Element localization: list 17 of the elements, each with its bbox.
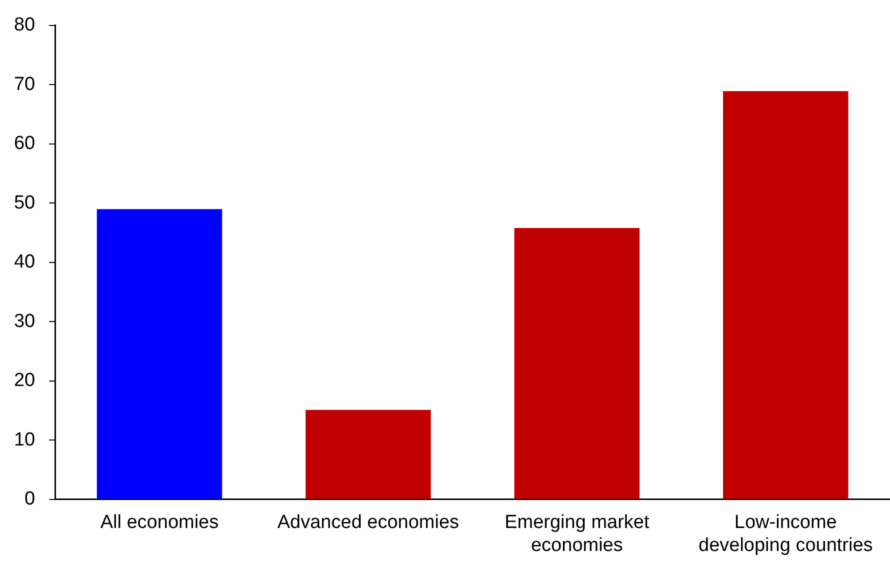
- y-tick-label: 20: [14, 370, 36, 392]
- y-tick-label: 30: [14, 310, 36, 332]
- y-tick-label: 50: [14, 192, 36, 214]
- y-tick-label: 10: [14, 429, 36, 450]
- bar: [514, 228, 640, 499]
- y-tick-label: 40: [14, 252, 36, 273]
- y-tick-label: 0: [24, 488, 36, 510]
- x-tick-label: Advanced economies: [277, 512, 460, 534]
- y-tick-label: 70: [14, 74, 36, 95]
- bar: [723, 91, 848, 499]
- x-tick-label: All economies: [100, 512, 219, 534]
- bar: [306, 410, 431, 499]
- x-tick-label: Low-income developing countries: [698, 512, 873, 556]
- bar: [96, 209, 222, 499]
- y-tick-label: 60: [14, 133, 36, 154]
- x-tick-label: Emerging market economies: [504, 512, 650, 556]
- y-tick-label: 80: [14, 14, 36, 36]
